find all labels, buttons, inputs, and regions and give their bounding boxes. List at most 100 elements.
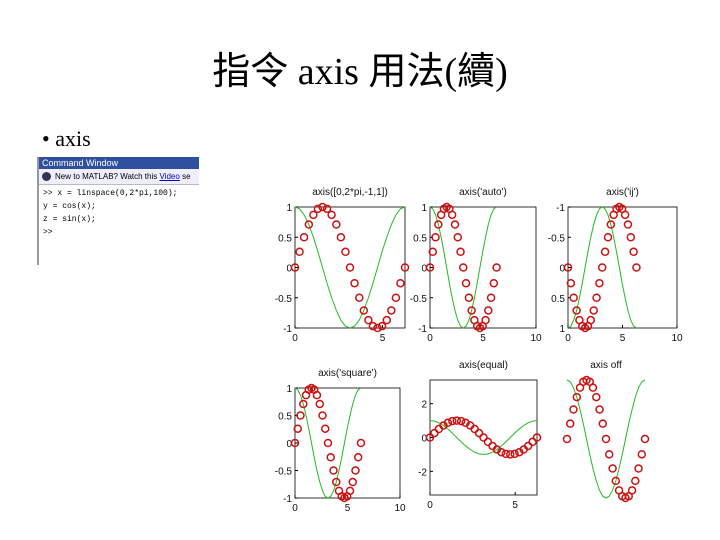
axes-box [294, 387, 401, 499]
axes-box [429, 379, 538, 496]
sin-marker [391, 293, 401, 302]
sin-marker [293, 424, 302, 433]
sin-marker [296, 411, 305, 420]
sin-marker [351, 466, 360, 475]
sin-marker [592, 293, 601, 302]
sin-marker [450, 220, 460, 229]
sin-marker [489, 278, 499, 288]
sin-marker [586, 315, 596, 325]
axes-box [429, 206, 537, 329]
sin-marker [474, 428, 484, 438]
sin-marker [353, 453, 363, 462]
x-tick-label: 10 [394, 503, 406, 514]
x-tick-label: 0 [292, 503, 298, 514]
sin-marker [461, 278, 471, 288]
sin-marker [631, 476, 640, 486]
sin-marker [295, 247, 304, 257]
notice: New to MATLAB? Watch this Video se [39, 169, 199, 185]
sin-marker [448, 416, 457, 426]
x-tick-label: 10 [671, 333, 683, 344]
sin-marker [484, 306, 493, 315]
sin-marker [589, 306, 598, 315]
sin-marker [479, 433, 488, 442]
y-tick-label: -0.5 [548, 233, 566, 244]
cos-line [429, 206, 497, 329]
y-tick-label: -1 [556, 203, 565, 214]
sin-marker [453, 233, 463, 242]
sin-marker [332, 477, 341, 487]
y-tick-label: 0 [421, 264, 427, 275]
sin-marker [322, 204, 332, 214]
y-tick-label: 0 [559, 264, 565, 275]
sin-marker [592, 392, 601, 402]
y-tick-label: -0.5 [410, 294, 428, 305]
sin-marker [341, 247, 350, 257]
sin-marker [501, 449, 511, 459]
sin-marker [329, 466, 338, 475]
sin-marker [350, 278, 359, 288]
sin-marker [320, 424, 330, 433]
sin-marker [510, 449, 519, 459]
sin-marker [565, 419, 575, 428]
y-tick-label: 0.5 [413, 233, 427, 244]
bullet: • axis [42, 126, 91, 151]
sin-marker [562, 434, 572, 444]
code-line: >> x = linspace(0,2*pi,100); [43, 189, 178, 198]
sin-marker [348, 477, 357, 487]
plot-title: axis off [590, 360, 622, 371]
cos-line [294, 387, 362, 499]
x-tick-label: 5 [345, 503, 351, 514]
sin-marker [299, 233, 309, 242]
sin-marker [382, 315, 392, 325]
sin-marker [637, 450, 647, 459]
sin-marker [312, 390, 322, 400]
window-title: Command Window [39, 157, 199, 169]
sin-marker [425, 433, 435, 442]
x-tick-label: 5 [620, 333, 626, 344]
x-tick-label: 0 [427, 333, 433, 344]
sin-marker [323, 438, 333, 448]
sin-marker [356, 438, 366, 448]
sin-marker [290, 263, 300, 272]
sin-marker [506, 450, 515, 459]
sin-marker [600, 247, 610, 257]
plot-title: axis([0,2*pi,-1,1]) [312, 187, 388, 198]
code-line: >> [43, 228, 53, 237]
sin-marker [497, 447, 506, 457]
sin-marker [569, 293, 578, 302]
sin-marker [456, 416, 466, 426]
sin-marker [327, 210, 336, 220]
sin-marker [483, 437, 493, 447]
sin-marker [396, 278, 405, 288]
sin-marker [467, 306, 476, 315]
y-tick-label: 1 [421, 203, 427, 214]
sin-marker [620, 210, 630, 220]
y-tick-label: -2 [418, 467, 427, 478]
sin-marker [595, 278, 604, 288]
x-tick-label: 0 [565, 333, 571, 344]
sin-marker [595, 405, 604, 414]
sin-marker [492, 263, 501, 272]
y-tick-label: 0.5 [551, 294, 565, 305]
sin-marker [425, 263, 435, 272]
sin-marker [604, 450, 614, 459]
command-window: Command Window New to MATLAB? Watch this… [37, 157, 199, 265]
sin-marker [563, 263, 573, 272]
sin-marker [606, 220, 616, 229]
y-tick-label: -1 [283, 324, 292, 335]
sin-marker [355, 293, 364, 302]
sin-marker [452, 416, 461, 425]
sin-marker [336, 233, 346, 242]
cos-line [294, 206, 406, 329]
sin-marker [400, 263, 410, 272]
sin-marker [345, 486, 355, 496]
sin-marker [464, 293, 474, 302]
x-tick-label: 0 [427, 500, 433, 511]
sin-marker [611, 476, 621, 486]
video-link[interactable]: Video [159, 172, 180, 181]
y-tick-label: 1 [286, 384, 292, 395]
sin-marker [326, 453, 335, 462]
sin-marker [373, 323, 382, 333]
sin-marker [443, 418, 453, 428]
